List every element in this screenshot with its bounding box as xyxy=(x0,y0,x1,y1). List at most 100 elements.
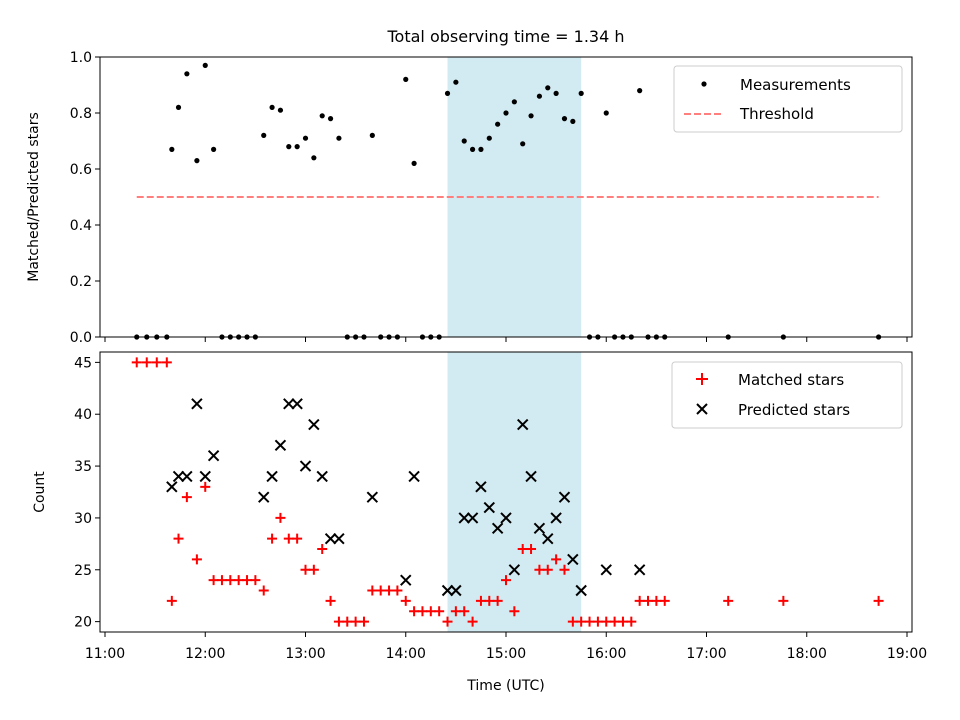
predicted-star-point xyxy=(558,491,571,503)
count-x-tick-label: 19:00 xyxy=(887,646,927,662)
matched-star-point xyxy=(517,544,528,555)
predicted-star-point xyxy=(166,481,178,493)
matched-star-point xyxy=(308,564,319,575)
chart-title: Total observing time = 1.34 h xyxy=(386,27,624,46)
matched-star-point xyxy=(484,595,495,606)
predicted-star-point xyxy=(475,481,487,493)
predicted-star-point xyxy=(258,491,270,503)
count-x-tick-label: 12:00 xyxy=(185,646,225,662)
measurement-point xyxy=(169,146,175,152)
measurement-point xyxy=(553,90,559,96)
measurement-point xyxy=(336,135,342,141)
matched-star-point xyxy=(559,564,570,575)
x-axis-label: Time (UTC) xyxy=(466,678,544,694)
ratio-axes-frame xyxy=(99,56,913,338)
measurement-point xyxy=(269,104,275,110)
measurement-point xyxy=(486,135,492,141)
measurement-point xyxy=(469,146,476,152)
predicted-stars-points xyxy=(166,398,646,597)
measurement-point xyxy=(561,116,568,122)
measurement-point xyxy=(570,118,576,124)
matched-star-point xyxy=(333,616,344,627)
predicted-star-point xyxy=(274,439,287,452)
matched-star-point xyxy=(601,616,612,627)
matched-star-point xyxy=(409,606,420,617)
ratio-y-ticks: 0.0 0.2 0.4 0.6 0.8 1.0 xyxy=(70,50,100,346)
count-panel: 20 25 30 35 40 45 11:00 12:00 13:00 14:00 15:00 16… xyxy=(32,351,927,694)
matched-star-point xyxy=(191,554,202,565)
matched-star-point xyxy=(509,606,520,617)
predicted-star-point xyxy=(172,470,185,483)
count-y-ticks: 20 25 30 35 40 45 xyxy=(74,355,100,631)
measurement-point xyxy=(175,104,182,110)
matched-stars-points xyxy=(131,357,884,627)
count-axes-frame xyxy=(99,351,913,633)
matched-star-point xyxy=(317,544,328,555)
predicted-star-point xyxy=(181,470,193,483)
predicted-star-point xyxy=(466,512,479,524)
measurement-point xyxy=(536,93,543,99)
predicted-star-point xyxy=(508,564,521,576)
matched-star-point xyxy=(325,595,336,606)
measurement-point xyxy=(545,85,551,91)
matched-star-point xyxy=(375,585,386,596)
matched-star-point xyxy=(425,606,436,617)
measurement-point xyxy=(302,135,309,141)
legend-predicted-marker xyxy=(696,403,708,415)
predicted-star-point xyxy=(199,470,211,483)
measurement-point xyxy=(603,110,609,116)
matched-star-point xyxy=(275,512,286,523)
predicted-star-point xyxy=(324,532,337,545)
count-y-tick-label: 40 xyxy=(74,407,92,423)
ratio-x-ticks xyxy=(104,337,908,342)
count-legend-box xyxy=(671,361,903,429)
count-y-tick-label: 20 xyxy=(74,615,92,631)
matched-star-point xyxy=(609,616,620,627)
measurement-point xyxy=(319,113,325,119)
measurement-point xyxy=(478,146,484,152)
matched-star-point xyxy=(292,533,303,544)
predicted-star-point xyxy=(483,501,495,514)
matched-star-point xyxy=(233,575,244,586)
matched-star-point xyxy=(434,606,445,617)
matched-star-point xyxy=(526,544,537,555)
count-x-tick-label: 13:00 xyxy=(285,646,325,662)
matched-star-point xyxy=(151,357,162,368)
predicted-star-point xyxy=(266,470,278,483)
count-x-tick-label: 16:00 xyxy=(586,646,626,662)
matched-star-point xyxy=(200,481,211,492)
ratio-y-tick-label: 1.0 xyxy=(70,50,92,66)
matched-star-point xyxy=(258,585,269,596)
matched-star-point xyxy=(350,616,361,627)
count-y-tick-label: 30 xyxy=(74,511,92,527)
matched-star-point xyxy=(384,585,395,596)
predicted-star-point xyxy=(441,584,454,597)
count-x-tick-label: 17:00 xyxy=(686,646,726,662)
measurement-point xyxy=(495,121,501,127)
ratio-y-tick-label: 0.6 xyxy=(70,162,92,178)
measurement-point xyxy=(444,90,451,96)
count-x-tick-label: 18:00 xyxy=(787,646,827,662)
matched-star-point xyxy=(542,564,553,575)
predicted-star-point xyxy=(207,449,220,462)
predicted-star-point xyxy=(400,574,412,586)
matched-star-point xyxy=(216,575,227,586)
ratio-y-tick-label: 0.2 xyxy=(70,274,92,290)
predicted-star-point xyxy=(533,522,546,535)
matched-star-point xyxy=(450,606,461,617)
matched-star-point xyxy=(778,595,789,606)
measurement-point xyxy=(184,71,190,77)
matched-star-point xyxy=(643,595,654,606)
predicted-star-point xyxy=(600,564,612,576)
measurement-point xyxy=(327,116,334,122)
predicted-star-point xyxy=(500,512,512,524)
predicted-star-point xyxy=(316,470,328,483)
predicted-star-point xyxy=(491,522,504,535)
predicted-star-point xyxy=(366,491,379,503)
predicted-star-point xyxy=(450,584,462,597)
matched-star-point xyxy=(267,533,278,544)
measurement-point xyxy=(277,107,284,113)
matched-star-point xyxy=(467,616,478,627)
matched-star-point xyxy=(723,595,734,606)
count-x-tick-label: 14:00 xyxy=(386,646,426,662)
